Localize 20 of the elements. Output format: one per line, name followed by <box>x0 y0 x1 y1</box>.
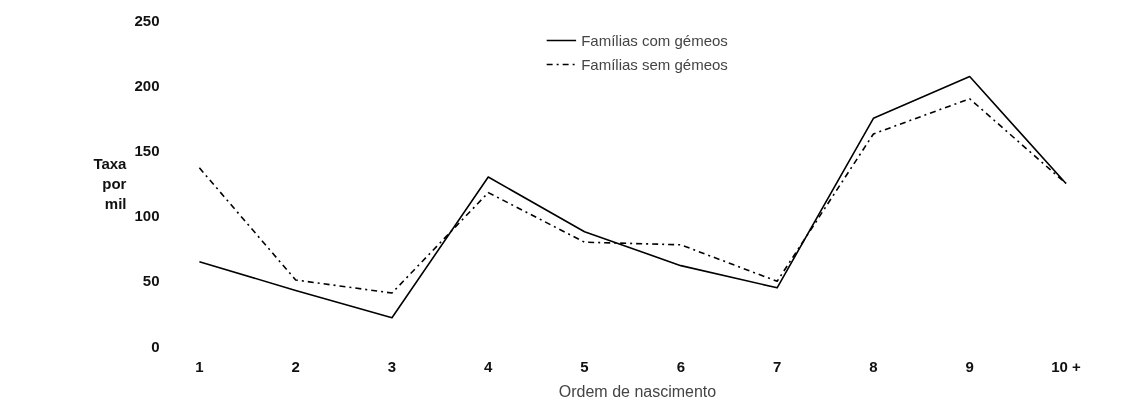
x-tick-label: 2 <box>291 357 300 375</box>
y-tick-label: 100 <box>134 207 160 225</box>
y-axis-title: Taxa por mil <box>93 154 128 213</box>
y-tick-label: 50 <box>142 272 160 290</box>
x-tick-label: 10 + <box>1051 357 1082 375</box>
legend-label: Famílias sem gémeos <box>581 55 728 73</box>
y-tick-label: 150 <box>134 141 160 159</box>
x-tick-label: 9 <box>965 357 974 375</box>
y-tick-label: 250 <box>134 11 160 29</box>
x-tick-label: 3 <box>387 357 397 375</box>
legend-label: Famílias com gémeos <box>581 31 728 49</box>
y-tick-label: 0 <box>151 337 160 355</box>
x-tick-label: 4 <box>484 357 494 375</box>
x-tick-label: 5 <box>580 357 589 375</box>
x-tick-label: 1 <box>195 357 204 375</box>
y-tick-label: 200 <box>134 76 160 94</box>
x-tick-label: 6 <box>676 357 685 375</box>
x-tick-label: 7 <box>772 357 782 375</box>
x-axis-title: Ordem de nascimento <box>558 382 717 400</box>
x-tick-label: 8 <box>869 357 878 375</box>
